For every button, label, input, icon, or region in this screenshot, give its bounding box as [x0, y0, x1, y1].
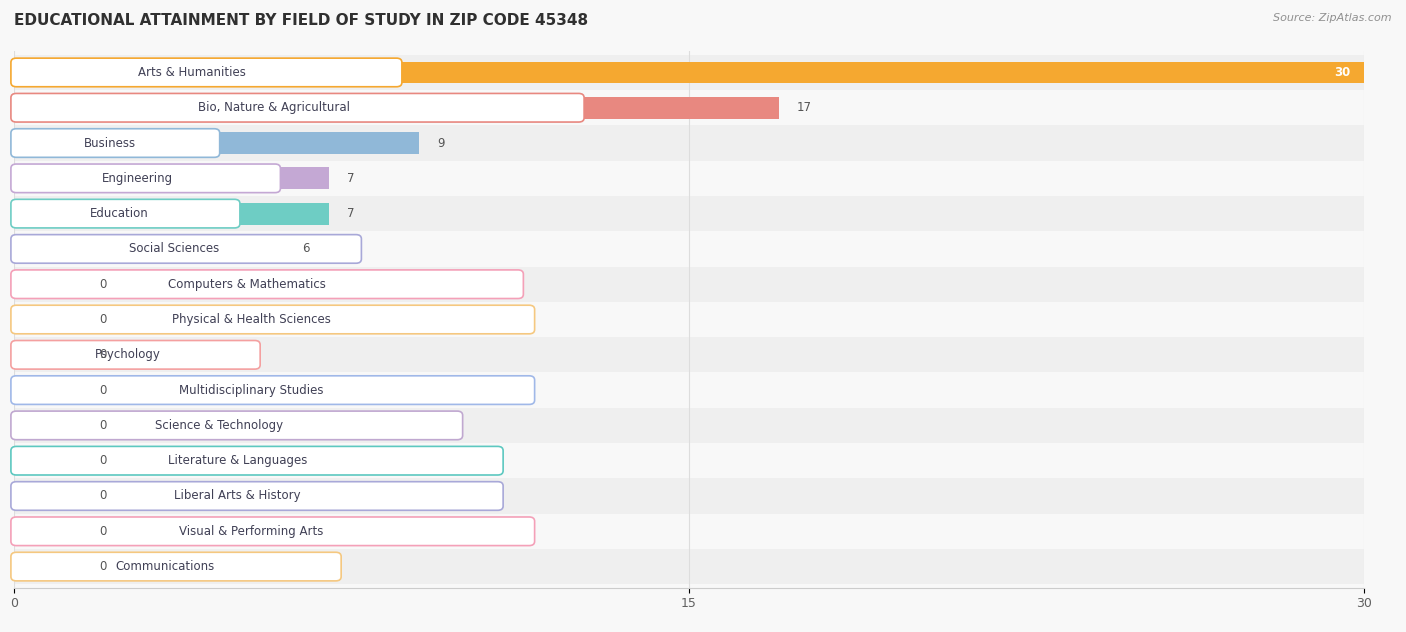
Bar: [0, 408, 1406, 443]
Text: Multidisciplinary Studies: Multidisciplinary Studies: [180, 384, 323, 397]
Bar: [14, 132, 419, 154]
Bar: [0, 55, 1406, 90]
FancyBboxPatch shape: [11, 94, 583, 122]
FancyBboxPatch shape: [11, 482, 503, 510]
Text: 0: 0: [100, 525, 107, 538]
Bar: [14, 520, 82, 542]
Bar: [0, 267, 1406, 302]
FancyBboxPatch shape: [11, 411, 463, 440]
Bar: [0, 302, 1406, 337]
FancyBboxPatch shape: [11, 341, 260, 369]
Text: Liberal Arts & History: Liberal Arts & History: [174, 490, 301, 502]
Text: Literature & Languages: Literature & Languages: [167, 454, 307, 467]
Bar: [0, 90, 1406, 125]
Text: 7: 7: [347, 172, 354, 185]
Text: Source: ZipAtlas.com: Source: ZipAtlas.com: [1274, 13, 1392, 23]
Bar: [14, 556, 82, 578]
Text: Science & Technology: Science & Technology: [155, 419, 283, 432]
Text: 0: 0: [100, 313, 107, 326]
Text: Social Sciences: Social Sciences: [128, 243, 219, 255]
Text: Engineering: Engineering: [101, 172, 173, 185]
Text: 0: 0: [100, 348, 107, 362]
Text: 17: 17: [797, 101, 811, 114]
FancyBboxPatch shape: [11, 552, 342, 581]
Bar: [14, 273, 82, 295]
Bar: [14, 450, 82, 471]
FancyBboxPatch shape: [11, 305, 534, 334]
Bar: [14, 308, 82, 331]
Bar: [0, 549, 1406, 584]
Bar: [14, 167, 329, 189]
Text: Visual & Performing Arts: Visual & Performing Arts: [180, 525, 323, 538]
Bar: [14, 61, 1364, 83]
Text: Education: Education: [90, 207, 149, 220]
Text: Bio, Nature & Agricultural: Bio, Nature & Agricultural: [198, 101, 350, 114]
FancyBboxPatch shape: [11, 234, 361, 263]
Bar: [14, 97, 779, 119]
Text: 30: 30: [1334, 66, 1350, 79]
Text: 0: 0: [100, 384, 107, 397]
Text: 0: 0: [100, 560, 107, 573]
Bar: [0, 372, 1406, 408]
Bar: [14, 485, 82, 507]
FancyBboxPatch shape: [11, 129, 219, 157]
Text: Computers & Mathematics: Computers & Mathematics: [167, 277, 326, 291]
Text: Psychology: Psychology: [96, 348, 162, 362]
FancyBboxPatch shape: [11, 446, 503, 475]
Bar: [0, 514, 1406, 549]
Bar: [14, 238, 284, 260]
FancyBboxPatch shape: [11, 199, 240, 228]
Bar: [14, 379, 82, 401]
Text: 0: 0: [100, 490, 107, 502]
Bar: [14, 415, 82, 436]
FancyBboxPatch shape: [11, 164, 280, 193]
Bar: [14, 203, 329, 224]
Text: 6: 6: [302, 243, 309, 255]
Text: 9: 9: [437, 137, 444, 150]
Text: Physical & Health Sciences: Physical & Health Sciences: [172, 313, 330, 326]
Bar: [0, 478, 1406, 514]
Bar: [0, 231, 1406, 267]
Bar: [0, 161, 1406, 196]
Text: Business: Business: [84, 137, 136, 150]
Bar: [0, 337, 1406, 372]
Bar: [0, 125, 1406, 161]
FancyBboxPatch shape: [11, 270, 523, 298]
FancyBboxPatch shape: [11, 517, 534, 545]
Bar: [14, 344, 82, 366]
Text: 7: 7: [347, 207, 354, 220]
Text: Arts & Humanities: Arts & Humanities: [138, 66, 246, 79]
Text: EDUCATIONAL ATTAINMENT BY FIELD OF STUDY IN ZIP CODE 45348: EDUCATIONAL ATTAINMENT BY FIELD OF STUDY…: [14, 13, 588, 28]
FancyBboxPatch shape: [11, 376, 534, 404]
Bar: [0, 196, 1406, 231]
Bar: [0, 443, 1406, 478]
Text: 0: 0: [100, 454, 107, 467]
Text: Communications: Communications: [115, 560, 214, 573]
Text: 0: 0: [100, 277, 107, 291]
Text: 0: 0: [100, 419, 107, 432]
FancyBboxPatch shape: [11, 58, 402, 87]
